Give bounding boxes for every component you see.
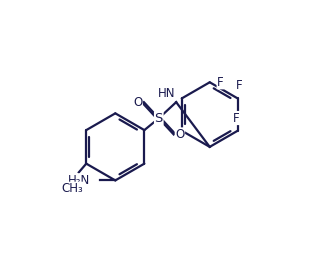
Text: S: S xyxy=(154,112,163,125)
Text: O: O xyxy=(175,128,184,141)
Text: F: F xyxy=(233,112,240,124)
Text: CH₃: CH₃ xyxy=(62,182,83,195)
Text: F: F xyxy=(217,76,224,89)
Text: H₂N: H₂N xyxy=(68,174,90,187)
Text: O: O xyxy=(133,96,142,109)
Text: F: F xyxy=(236,79,242,92)
Text: HN: HN xyxy=(157,87,175,100)
